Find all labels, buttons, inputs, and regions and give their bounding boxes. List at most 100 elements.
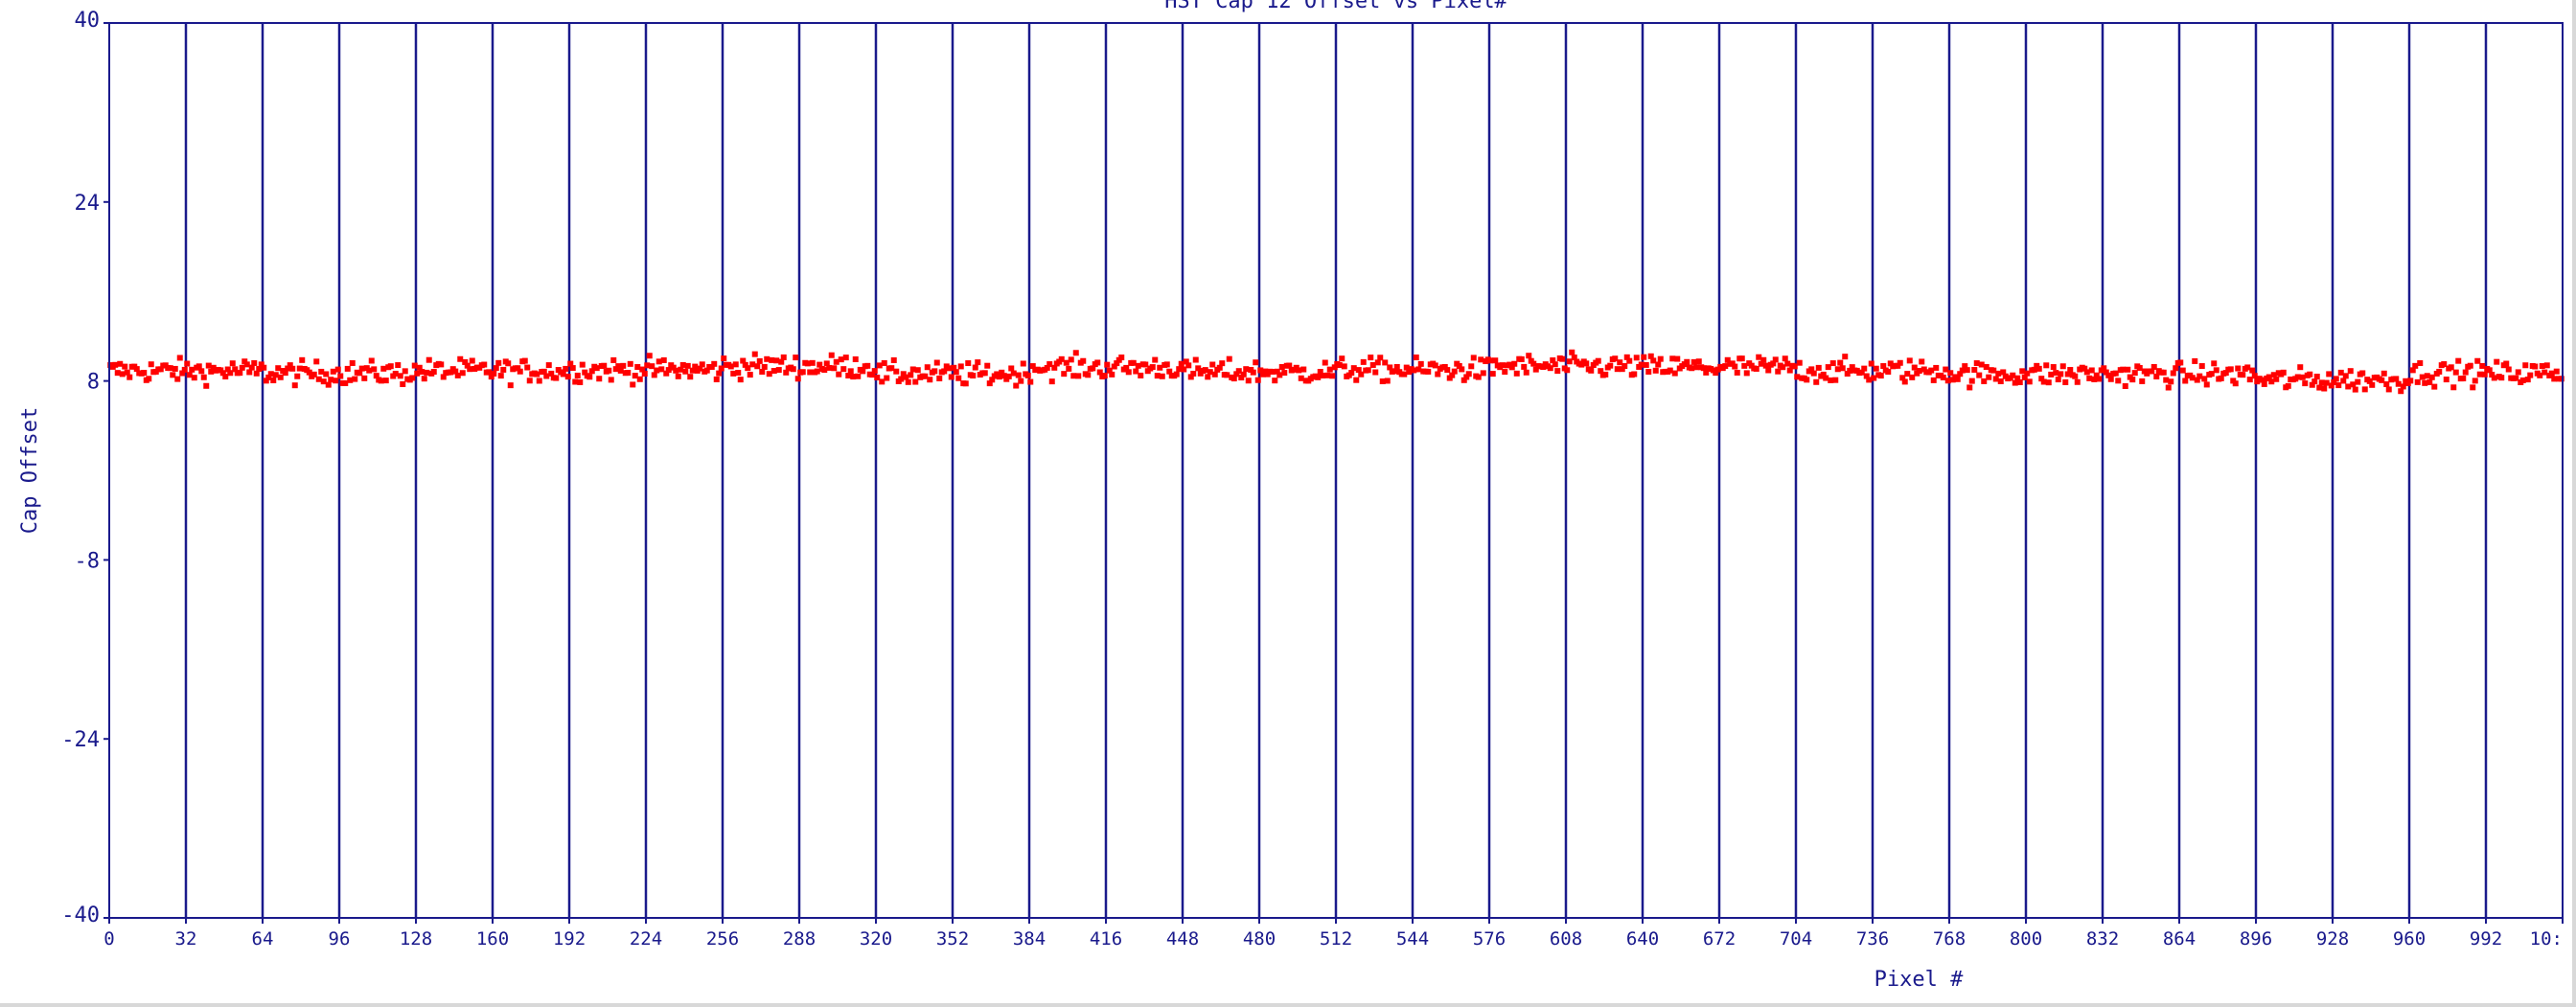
data-point — [2513, 375, 2519, 381]
data-point — [2096, 376, 2103, 382]
data-point — [334, 366, 341, 373]
data-point — [646, 353, 653, 359]
data-point — [342, 379, 349, 386]
x-tick-label: 96 — [329, 928, 351, 950]
data-point — [2031, 366, 2037, 373]
data-point — [574, 372, 581, 378]
data-point — [2398, 388, 2404, 395]
data-point — [1895, 362, 1901, 369]
data-point — [1094, 359, 1101, 366]
data-point — [1245, 378, 1252, 384]
data-point — [2345, 383, 2352, 390]
data-point — [1829, 360, 1836, 367]
x-tick-label: 896 — [2240, 928, 2272, 950]
data-point — [1780, 364, 1786, 371]
data-point — [770, 368, 777, 375]
data-point — [2366, 378, 2373, 384]
data-point — [1928, 367, 1935, 374]
x-tick-label: 512 — [1320, 928, 1352, 950]
data-point — [2139, 378, 2146, 384]
data-point — [265, 374, 272, 380]
data-point — [1262, 368, 1269, 375]
data-point — [1010, 370, 1017, 377]
y-axis-title: Cap Offset — [18, 407, 42, 534]
data-point — [955, 375, 962, 381]
data-point — [852, 355, 859, 362]
data-point — [1550, 357, 1556, 364]
x-tick-label: 864 — [2163, 928, 2196, 950]
data-point — [2448, 364, 2454, 371]
data-point — [2452, 369, 2459, 376]
data-point — [1703, 369, 1710, 376]
data-point — [903, 374, 909, 380]
data-point — [2026, 378, 2033, 385]
data-point — [1738, 355, 1745, 362]
data-point — [1810, 370, 1817, 377]
data-point — [2122, 382, 2128, 389]
data-point — [299, 356, 306, 363]
data-point — [505, 360, 512, 367]
data-point — [1966, 384, 1973, 391]
data-point — [1415, 366, 1422, 373]
data-point — [1552, 361, 1558, 368]
data-point — [1877, 373, 1884, 379]
x-tick-label: 288 — [783, 928, 816, 950]
data-point — [2505, 366, 2512, 373]
data-point — [593, 365, 600, 372]
data-point — [1276, 372, 1283, 378]
data-point — [1741, 362, 1748, 369]
data-point — [2350, 381, 2357, 388]
data-point — [2476, 371, 2483, 378]
data-point — [325, 381, 332, 388]
data-point — [318, 368, 325, 375]
x-tick-label: 704 — [1780, 928, 1812, 950]
data-point — [764, 355, 770, 362]
data-point — [2450, 384, 2457, 391]
data-point — [2067, 367, 2074, 374]
data-point — [1598, 368, 1604, 375]
x-tick-label: 832 — [2086, 928, 2119, 950]
data-point — [946, 365, 953, 372]
data-point — [874, 375, 881, 381]
data-point — [1005, 373, 1012, 379]
data-point — [2115, 378, 2122, 384]
data-point — [2414, 378, 2421, 385]
data-point — [248, 364, 255, 371]
data-point — [2551, 376, 2558, 382]
data-point — [1823, 375, 1829, 381]
data-point — [871, 368, 878, 375]
data-point — [617, 367, 624, 374]
data-point — [639, 366, 646, 373]
data-point — [1849, 364, 1855, 371]
data-point — [2307, 371, 2313, 378]
data-point — [495, 359, 502, 366]
data-point — [1075, 373, 1082, 379]
data-point — [500, 366, 507, 373]
data-point — [1844, 371, 1851, 378]
data-point — [1901, 378, 1908, 385]
data-point — [534, 371, 540, 378]
data-point — [467, 366, 473, 373]
data-point — [572, 378, 579, 385]
data-point — [1377, 355, 1384, 361]
data-point — [984, 362, 991, 369]
data-point — [358, 365, 365, 372]
data-point — [2436, 368, 2443, 375]
data-point — [840, 366, 847, 373]
data-point — [1066, 365, 1072, 372]
data-point — [2125, 366, 2131, 373]
data-point — [1240, 371, 1247, 378]
data-point — [627, 360, 633, 367]
data-point — [2335, 382, 2342, 389]
x-tick-label: 960 — [2393, 928, 2426, 950]
data-point — [361, 375, 368, 381]
data-point — [219, 370, 226, 377]
data-point — [2203, 381, 2210, 388]
data-point — [1008, 365, 1015, 372]
data-point — [1368, 355, 1374, 361]
x-tick-label: 736 — [1856, 928, 1889, 950]
data-point — [823, 360, 830, 367]
data-point — [1369, 361, 1376, 368]
data-point — [1566, 358, 1573, 365]
x-tick-label: 608 — [1550, 928, 1582, 950]
